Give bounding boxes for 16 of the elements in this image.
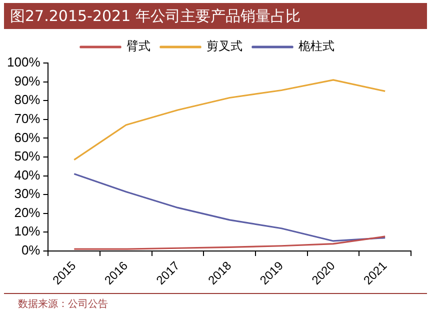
y-tick-label: 0% — [21, 242, 41, 258]
chart-title: 图27.2015-2021 年公司主要产品销量占比 — [4, 3, 427, 29]
source-note: 数据来源：公司公告 — [4, 293, 427, 311]
y-tick-label: 30% — [14, 186, 41, 202]
y-tick-label: 70% — [14, 110, 41, 126]
legend-label: 桅柱式 — [298, 39, 334, 54]
y-tick-label: 100% — [7, 54, 41, 70]
legend-label: 剪叉式 — [206, 39, 242, 54]
y-tick-label: 90% — [14, 73, 41, 88]
y-tick-label: 50% — [14, 148, 41, 164]
legend-label: 臂式 — [126, 39, 150, 54]
y-tick-label: 60% — [14, 130, 41, 145]
y-tick-label: 40% — [14, 167, 41, 182]
y-tick-label: 10% — [14, 224, 41, 239]
y-tick-label: 80% — [14, 92, 41, 108]
y-tick-label: 20% — [14, 204, 41, 220]
